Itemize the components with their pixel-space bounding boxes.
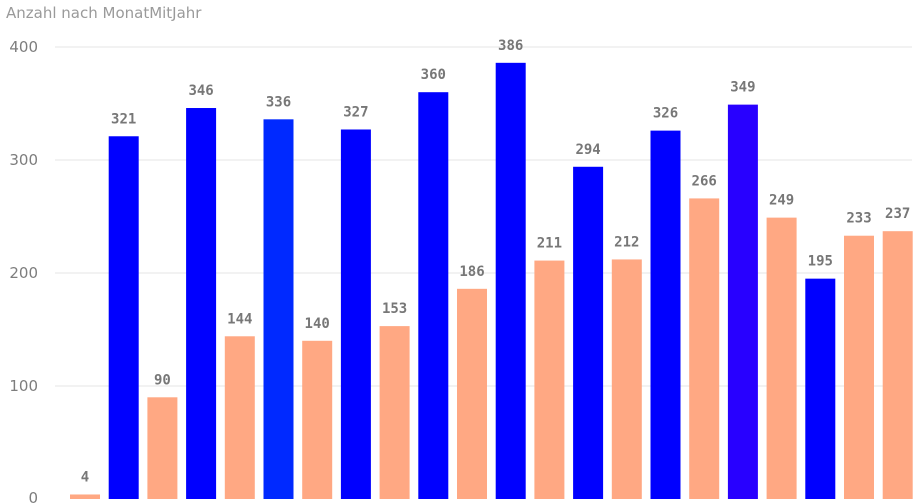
bar[interactable]	[457, 288, 487, 499]
bar-value-label: 186	[459, 264, 484, 280]
bar-value-label: 4	[81, 469, 89, 485]
bar-value-label: 140	[305, 316, 330, 332]
bar-value-label: 153	[382, 301, 407, 317]
bar-value-label: 212	[614, 234, 639, 250]
bar-value-label: 233	[846, 211, 871, 227]
bar-value-label: 321	[111, 111, 136, 127]
y-tick-label: 300	[9, 151, 38, 169]
bar-value-label: 294	[575, 142, 600, 158]
bar[interactable]	[534, 260, 565, 499]
bar-value-label: 386	[498, 38, 523, 54]
bar-value-label: 346	[188, 83, 213, 99]
bar[interactable]	[844, 235, 874, 499]
bar[interactable]	[302, 340, 333, 499]
y-tick-label: 100	[9, 377, 38, 395]
bar[interactable]	[224, 336, 255, 499]
label-layer: 4 321 90 346 144 336 140 327 153 360 186 386 211 294 2…	[81, 38, 911, 486]
bar[interactable]	[263, 119, 294, 499]
y-tick-label: 0	[28, 489, 38, 504]
bar[interactable]	[882, 231, 913, 499]
bar-value-label: 360	[421, 67, 446, 83]
bar[interactable]	[650, 130, 681, 499]
bar[interactable]	[611, 259, 642, 499]
bar[interactable]	[805, 278, 836, 499]
y-tick-label: 200	[9, 264, 38, 282]
bar-value-label: 211	[537, 236, 562, 252]
chart-title: Anzahl nach MonatMitJahr	[6, 4, 202, 22]
bar[interactable]	[727, 104, 758, 499]
bar-value-label: 237	[885, 206, 910, 222]
bar[interactable]	[573, 166, 604, 499]
bar-value-label: 349	[730, 80, 755, 96]
bar-value-label: 266	[692, 173, 717, 189]
bar-value-label: 90	[154, 372, 171, 388]
bar[interactable]	[495, 62, 526, 499]
bar-value-label: 249	[769, 193, 794, 209]
bar[interactable]	[766, 217, 797, 499]
bar-value-label: 336	[266, 94, 291, 110]
bar-value-label: 144	[227, 311, 252, 327]
bar[interactable]	[418, 92, 449, 499]
bar[interactable]	[186, 108, 217, 500]
bar[interactable]	[70, 494, 100, 499]
bar-value-label: 195	[808, 254, 833, 270]
bar[interactable]	[379, 326, 410, 499]
bar[interactable]	[147, 397, 178, 499]
bar[interactable]	[689, 198, 720, 500]
y-tick-label: 400	[9, 38, 38, 56]
bar[interactable]	[340, 129, 371, 500]
bar-value-label: 326	[653, 106, 678, 122]
bar-layer	[70, 62, 913, 500]
bar-value-label: 327	[343, 104, 368, 120]
bar[interactable]	[108, 136, 139, 499]
